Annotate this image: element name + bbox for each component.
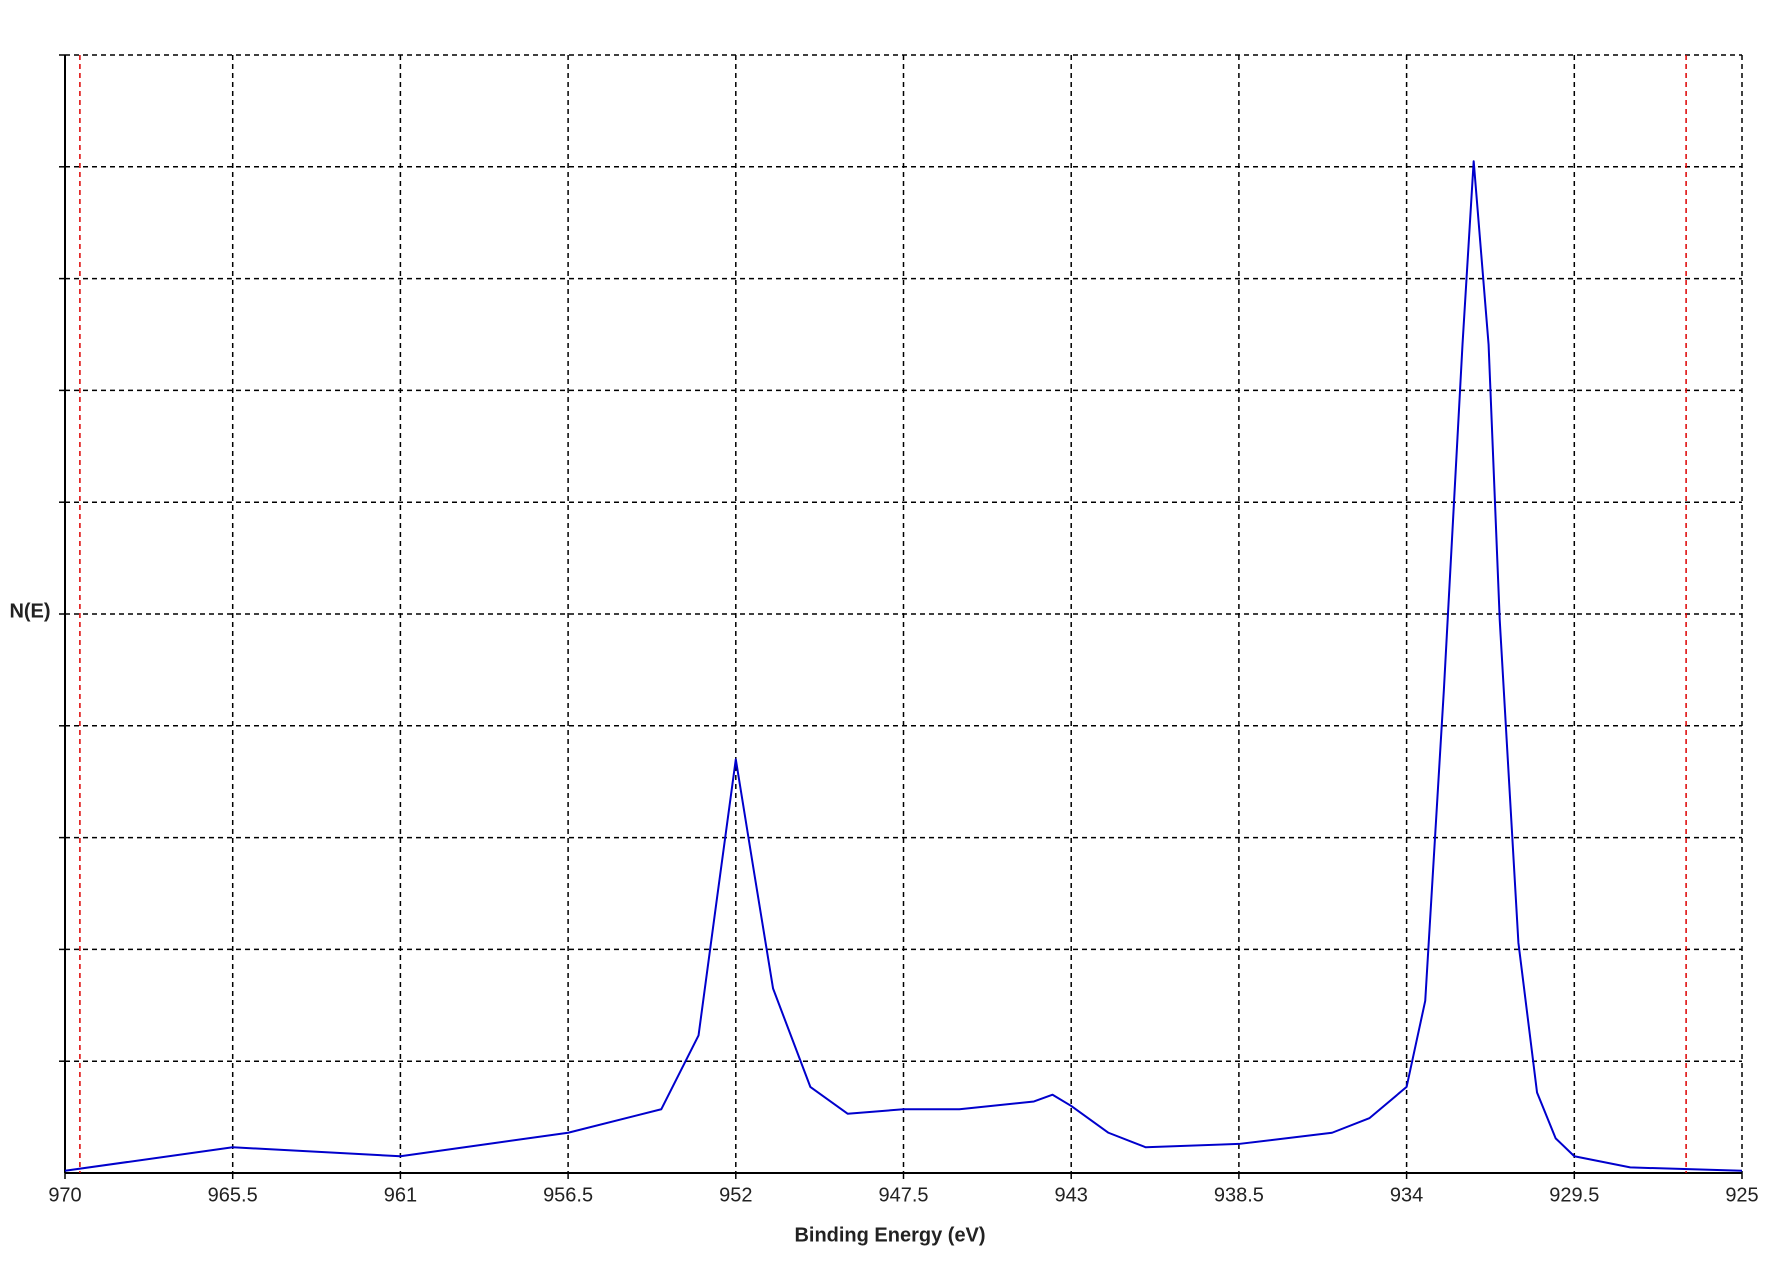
x-tick-label: 947.5 [878,1184,928,1206]
spectrum-line [64,160,1743,1172]
x-tick-label: 929.5 [1549,1184,1599,1206]
x-tick-label: 961 [384,1184,417,1206]
x-tick-label: 965.5 [208,1184,258,1206]
x-tick-label: 952 [719,1184,752,1206]
x-tick-label: 934 [1390,1184,1423,1206]
x-tick-label: 925 [1725,1184,1758,1206]
x-tick-label: 938.5 [1214,1184,1264,1206]
x-tick-label: 943 [1055,1184,1088,1206]
y-axis-label: N(E) [9,600,50,622]
x-axis-label: Binding Energy (eV) [794,1224,985,1246]
x-tick-label: 970 [48,1184,81,1206]
x-tick-label: 956.5 [543,1184,593,1206]
